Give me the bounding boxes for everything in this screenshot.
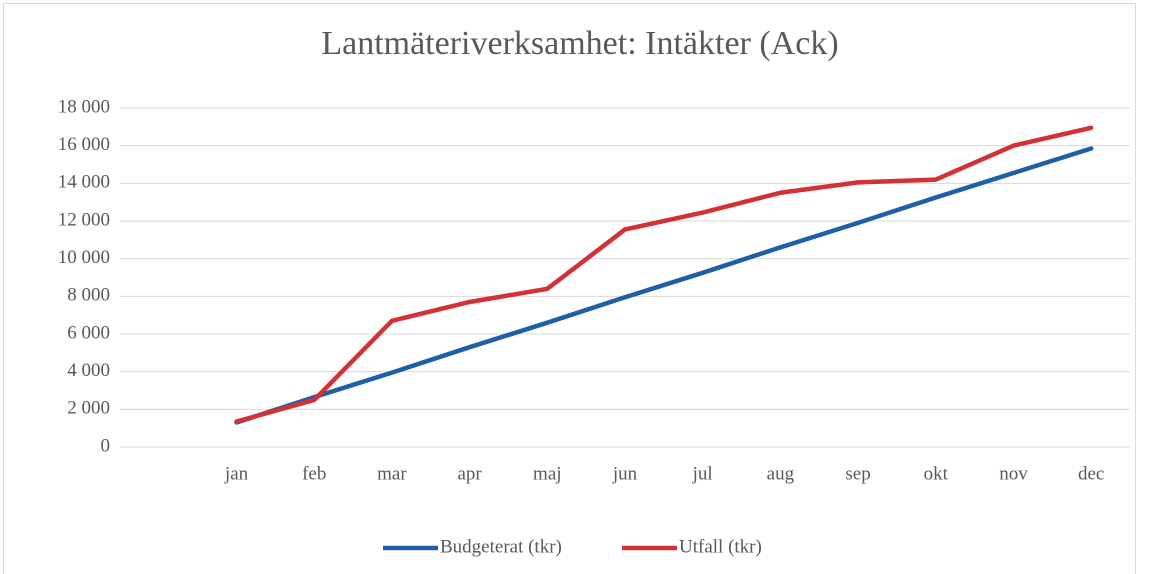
- legend-label: Budgeterat (tkr): [440, 536, 562, 557]
- y-tick-label: 14 000: [58, 172, 110, 193]
- x-tick-label: mar: [377, 463, 407, 484]
- y-tick-label: 16 000: [58, 134, 110, 155]
- x-tick-label: dec: [1078, 463, 1104, 484]
- x-tick-label: maj: [533, 463, 562, 484]
- x-tick-label: nov: [999, 463, 1028, 484]
- x-tick-label: apr: [457, 463, 482, 484]
- x-tick-label: sep: [845, 463, 870, 484]
- y-tick-label: 2 000: [67, 398, 110, 419]
- y-tick-label: 18 000: [58, 96, 110, 117]
- y-tick-label: 4 000: [67, 360, 110, 381]
- series-line: [234, 125, 1094, 424]
- x-tick-label: jul: [692, 463, 713, 484]
- y-tick-label: 12 000: [58, 209, 110, 230]
- x-tick-label: jan: [224, 463, 249, 484]
- chart-title: Lantmäteriverksamhet: Intäkter (Ack): [321, 25, 838, 62]
- y-tick-label: 0: [101, 435, 111, 456]
- y-tick-label: 10 000: [58, 247, 110, 268]
- x-tick-label: okt: [924, 463, 949, 484]
- chart-border: [3, 3, 1136, 574]
- x-tick-label: feb: [302, 463, 326, 484]
- y-tick-label: 6 000: [67, 322, 110, 343]
- y-tick-label: 8 000: [67, 285, 110, 306]
- legend-label: Utfall (tkr): [679, 536, 762, 557]
- x-tick-label: jun: [612, 463, 638, 484]
- x-tick-label: aug: [767, 463, 795, 484]
- series-line: [234, 146, 1094, 425]
